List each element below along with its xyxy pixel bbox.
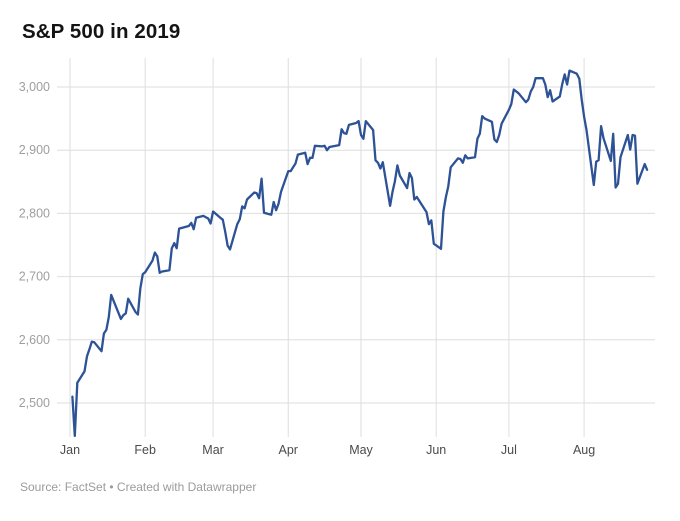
y-axis-tick-label: 2,700 <box>19 270 50 284</box>
y-axis-tick-label: 2,500 <box>19 396 50 410</box>
x-axis-month-label: Jan <box>60 443 80 457</box>
price-line <box>71 69 649 438</box>
chart-footer-attribution: Source: FactSet • Created with Datawrapp… <box>20 480 257 494</box>
y-axis-tick-label: 2,600 <box>19 333 50 347</box>
x-axis-month-label: Aug <box>573 443 595 457</box>
x-axis-month-label: Mar <box>202 443 224 457</box>
y-axis-tick-label: 3,000 <box>19 80 50 94</box>
x-axis-month-label: May <box>349 443 373 457</box>
x-axis-month-label: Feb <box>134 443 156 457</box>
chart-title: S&P 500 in 2019 <box>22 20 181 43</box>
x-axis-month-label: Jul <box>501 443 517 457</box>
y-axis-tick-label: 2,800 <box>19 206 50 220</box>
x-axis-month-label: Apr <box>279 443 298 457</box>
x-axis-month-label: Jun <box>426 443 446 457</box>
y-axis-tick-label: 2,900 <box>19 143 50 157</box>
